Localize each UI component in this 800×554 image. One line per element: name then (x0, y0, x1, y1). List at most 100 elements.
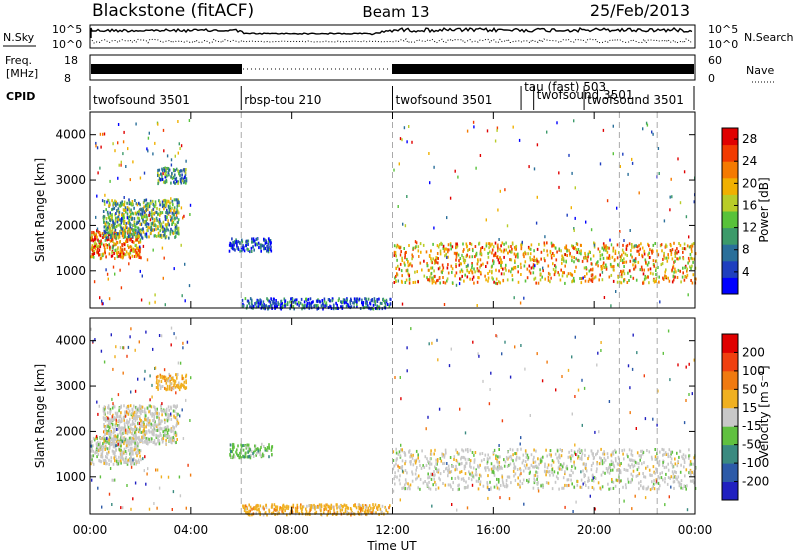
echo-cell (497, 478, 500, 481)
echo-cell (174, 379, 177, 383)
echo-cell (423, 259, 425, 263)
echo-cell (257, 449, 260, 453)
echo-cell (676, 257, 678, 261)
echo-cell (654, 455, 657, 459)
echo-cell (658, 459, 661, 463)
echo-cell (175, 406, 177, 410)
echo-cell (389, 297, 391, 301)
echo-cell (600, 447, 602, 451)
echo-cell (100, 242, 103, 246)
echo-cell (518, 483, 521, 487)
echo-cell (442, 244, 445, 248)
echo-cell (636, 461, 638, 465)
echo-cell (231, 455, 234, 459)
echo-cell (157, 225, 159, 229)
echo-cell (342, 298, 345, 302)
echo-cell (162, 229, 164, 233)
echo-cell (615, 290, 617, 293)
echo-cell (415, 241, 418, 245)
echo-cell (453, 455, 456, 459)
echo-cell (96, 146, 99, 150)
echo-cell (232, 241, 234, 244)
echo-cell (159, 431, 161, 435)
echo-cell (430, 449, 432, 453)
echo-cell (398, 478, 401, 482)
echo-cell (236, 246, 239, 250)
cpid-label: CPID (6, 90, 35, 103)
echo-cell (547, 463, 550, 467)
echo-cell (653, 280, 656, 284)
echo-cell (508, 249, 511, 253)
echo-cell (580, 478, 583, 482)
echo-cell (672, 278, 675, 282)
echo-cell (686, 244, 689, 248)
echo-cell (129, 238, 131, 242)
echo-cell (116, 255, 119, 259)
echo-cell (532, 465, 534, 469)
echo-cell (495, 454, 497, 458)
echo-cell (463, 248, 465, 252)
echo-cell (376, 298, 379, 301)
echo-cell (149, 404, 151, 408)
echo-cell (106, 200, 108, 204)
echo-cell (428, 480, 430, 484)
echo-cell (628, 458, 631, 462)
echo-cell (571, 273, 573, 277)
echo-cell (127, 221, 130, 224)
echo-cell (344, 510, 347, 513)
echo-cell (153, 228, 155, 232)
echo-cell (284, 304, 286, 308)
echo-cell (251, 237, 253, 241)
echo-cell (625, 260, 628, 264)
echo-cell (652, 132, 654, 136)
echo-cell (655, 481, 657, 485)
echo-cell (426, 276, 428, 280)
echo-cell (130, 248, 132, 252)
freq-panel: Freq. [MHz] 18 8 60 0 Nave (5, 54, 774, 85)
echo-cell (537, 487, 539, 490)
echo-cell (522, 469, 525, 473)
echo-cell (171, 206, 173, 210)
echo-cell (485, 242, 488, 246)
echo-cell (230, 455, 233, 459)
echo-cell (549, 280, 551, 284)
echo-cell (120, 219, 123, 223)
echo-cell (143, 425, 146, 429)
echo-cell (131, 200, 134, 203)
echo-cell (92, 449, 94, 453)
echo-cell (441, 271, 443, 275)
power-cbar-label: Power [dB] (757, 177, 771, 242)
echo-cell (250, 301, 253, 305)
echo-cell (488, 242, 491, 246)
echo-cell (565, 260, 567, 264)
echo-cell (487, 255, 490, 259)
echo-cell (137, 234, 140, 238)
echo-cell (95, 436, 97, 440)
echo-cell (603, 246, 606, 250)
echo-cell (620, 479, 622, 483)
echo-cell (261, 303, 263, 307)
echo-cell (157, 212, 160, 216)
echo-cell (325, 304, 328, 307)
echo-cell (530, 266, 533, 270)
echo-cell (175, 198, 177, 202)
echo-cell (266, 446, 269, 450)
echo-cell (153, 423, 156, 427)
echo-cell (117, 123, 120, 126)
echo-cell (164, 375, 167, 379)
echo-cell (149, 199, 152, 203)
echo-cell (539, 268, 541, 272)
echo-cell (246, 507, 249, 511)
echo-cell (98, 233, 101, 237)
echo-cell (190, 376, 192, 380)
echo-cell (177, 151, 179, 155)
echo-cell (543, 257, 546, 261)
echo-cell (238, 455, 240, 459)
colorbar-segment (722, 194, 738, 212)
echo-cell (433, 280, 435, 284)
echo-cell (126, 239, 129, 243)
echo-cell (158, 442, 161, 446)
echo-cell (268, 237, 270, 241)
echo-cell (172, 409, 175, 413)
echo-cell (613, 465, 616, 469)
